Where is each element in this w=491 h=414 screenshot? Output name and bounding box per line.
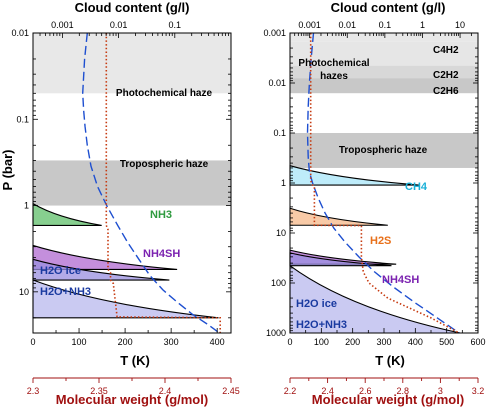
cloud-h2o-nh3 bbox=[289, 264, 461, 334]
haze-band-label: Tropospheric haze bbox=[120, 159, 209, 170]
cloud-label: H2O ice bbox=[296, 298, 337, 310]
top-axis-tick-label: 0.1 bbox=[169, 20, 182, 30]
y-axis-tick-label: 1000 bbox=[266, 328, 286, 338]
y-axis-tick-label: 0.1 bbox=[273, 128, 286, 138]
c4h2-label: C4H2 bbox=[433, 45, 459, 56]
y-axis-tick-label: 10 bbox=[276, 228, 286, 238]
plot-frame bbox=[32, 32, 232, 334]
x-axis-tick-label: 400 bbox=[408, 337, 423, 347]
haze-band-label: Photochemical haze bbox=[116, 88, 213, 99]
cloud-label: H2O+NH3 bbox=[296, 319, 347, 331]
x-axis-tick-label: 0 bbox=[287, 337, 292, 347]
x-axis-tick-label: 200 bbox=[118, 337, 133, 347]
cloud-ch4 bbox=[289, 164, 419, 186]
molecular-weight-tick-label: 2.4 bbox=[321, 386, 334, 396]
right-x-axis-label: T (K) bbox=[375, 353, 405, 368]
x-axis-tick-label: 200 bbox=[345, 337, 360, 347]
haze-band bbox=[290, 65, 478, 79]
top-axis-tick-label: 10 bbox=[455, 20, 465, 30]
molecular-weight-tick-label: 2.8 bbox=[397, 386, 410, 396]
haze-band bbox=[290, 133, 478, 168]
cloud-label: NH3 bbox=[150, 209, 172, 221]
top-axis-tick-label: 0.001 bbox=[51, 20, 74, 30]
haze-band bbox=[290, 41, 478, 66]
haze-band bbox=[33, 33, 231, 94]
molecular-weight-tick-label: 2.45 bbox=[222, 386, 240, 396]
x-axis-tick-label: 0 bbox=[30, 337, 35, 347]
y-axis-tick-label: 1 bbox=[281, 178, 286, 188]
photochemical-hazes-label-2: hazes bbox=[320, 71, 348, 82]
x-axis-tick-label: 300 bbox=[376, 337, 391, 347]
temperature-profile-line bbox=[81, 32, 220, 334]
molecular-weight-tick-label: 3 bbox=[438, 386, 443, 396]
top-axis-tick-label: 0.001 bbox=[298, 20, 321, 30]
cloud-h2o-ice bbox=[289, 252, 392, 267]
molecular-weight-profile-line bbox=[309, 33, 460, 334]
top-axis-tick-label: 0.1 bbox=[379, 20, 392, 30]
x-axis-tick-label: 400 bbox=[210, 337, 225, 347]
photochemical-hazes-label-1: Photochemical bbox=[298, 58, 369, 69]
x-axis-tick-label: 600 bbox=[470, 337, 485, 347]
right-panel: CH4 H2S NH4SH H2O ice H2O+NH3 0.001 0.01 0.1 1 1… bbox=[263, 0, 485, 407]
left-bottom-axis-label: Molecular weight (g/mol) bbox=[56, 392, 208, 407]
right-top-axis-label: Cloud content (g/l) bbox=[331, 0, 446, 15]
molecular-weight-tick-label: 2.2 bbox=[284, 386, 297, 396]
left-top-axis-label: Cloud content (g/l) bbox=[75, 0, 190, 15]
y-axis-tick-label: 0.1 bbox=[16, 114, 29, 124]
right-bottom-axis-label: Molecular weight (g/mol) bbox=[312, 392, 464, 407]
molecular-weight-tick-label: 3.2 bbox=[472, 386, 485, 396]
y-axis-tick-label: 0.01 bbox=[268, 78, 286, 88]
cloud-h2s bbox=[289, 207, 388, 226]
y-axis-tick-label: 1 bbox=[24, 201, 29, 211]
y-axis-tick-label: 10 bbox=[19, 287, 29, 297]
haze-band bbox=[290, 78, 478, 94]
haze-band bbox=[33, 160, 231, 206]
molecular-weight-tick-label: 2.6 bbox=[359, 386, 372, 396]
cloud-label: H2O ice bbox=[40, 265, 81, 277]
top-axis-tick-label: 0.01 bbox=[110, 20, 128, 30]
x-axis-tick-label: 300 bbox=[164, 337, 179, 347]
molecular-weight-tick-label: 2.35 bbox=[90, 386, 108, 396]
c2h2-label: C2H2 bbox=[433, 70, 459, 81]
c2h6-label: C2H6 bbox=[433, 86, 459, 97]
cloud-label: H2S bbox=[370, 235, 391, 247]
x-axis-tick-label: 500 bbox=[439, 337, 454, 347]
cloud-nh3 bbox=[32, 202, 102, 226]
cloud-label: H2O+NH3 bbox=[40, 286, 91, 298]
left-x-axis-label: T (K) bbox=[120, 353, 150, 368]
molecular-weight-profile-line bbox=[105, 33, 221, 333]
x-axis-tick-label: 100 bbox=[314, 337, 329, 347]
x-axis-tick-label: 100 bbox=[72, 337, 87, 347]
cloud-label: CH4 bbox=[405, 181, 428, 193]
top-axis-tick-label: 1 bbox=[420, 20, 425, 30]
y-axis-tick-label: 0.01 bbox=[11, 28, 29, 38]
left-y-axis-label: P (bar) bbox=[0, 150, 15, 191]
cloud-label: NH4SH bbox=[382, 274, 419, 286]
cloud-h2o-nh3 bbox=[32, 279, 219, 319]
cloud-label: NH4SH bbox=[143, 248, 180, 260]
right-tropospheric-haze-label: Tropospheric haze bbox=[339, 145, 428, 156]
left-panel: NH3 NH4SH H2O ice H2O+NH3 Photochemical haze… bbox=[0, 0, 240, 407]
top-axis-tick-label: 0.01 bbox=[338, 20, 356, 30]
molecular-weight-tick-label: 2.3 bbox=[27, 386, 40, 396]
haze-band bbox=[290, 33, 478, 42]
y-axis-tick-label: 100 bbox=[271, 278, 286, 288]
cloud-h2o-ice bbox=[32, 258, 170, 281]
molecular-weight-tick-label: 2.4 bbox=[159, 386, 172, 396]
temperature-profile-line bbox=[306, 32, 460, 334]
y-axis-tick-label: 0.001 bbox=[263, 28, 286, 38]
cloud-nh4sh bbox=[32, 244, 178, 270]
